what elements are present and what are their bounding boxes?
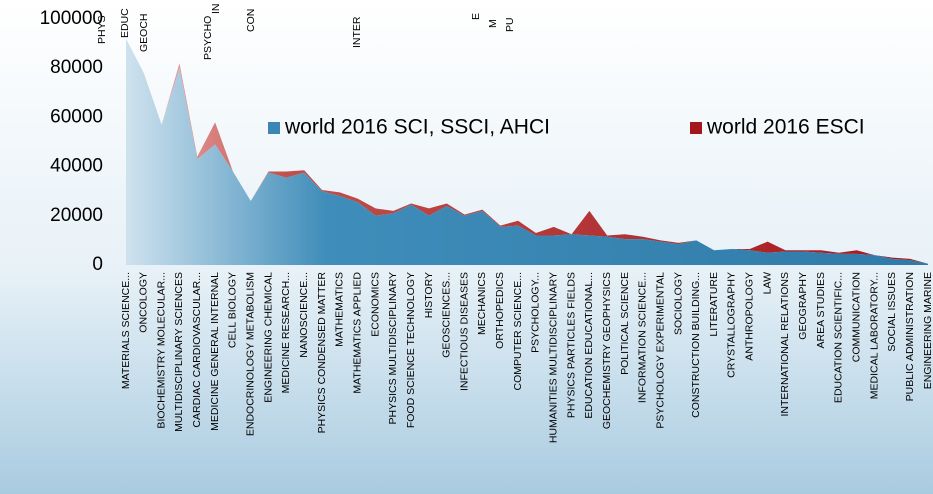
top-label: E — [470, 13, 482, 20]
top-label: PHYS — [96, 15, 108, 44]
x-tick-label: LITERATURE — [708, 272, 720, 337]
top-label: M — [487, 19, 499, 28]
x-tick-label: PHYSICS MULTIDISCIPLINARY — [387, 272, 399, 424]
x-tick-label: CRYSTALLOGRAPHY — [726, 272, 738, 378]
legend-swatch — [690, 122, 702, 134]
x-tick-label: MATERIALS SCIENCE... — [120, 272, 132, 389]
x-tick-label: ENGINEERING CHEMICAL — [262, 272, 274, 403]
x-tick-label: PHYSICS PARTICLES FIELDS — [565, 272, 577, 418]
x-tick-label: COMPUTER SCIENCE... — [512, 272, 524, 390]
x-tick-label: FOOD SCIENCE TECHNOLOGY — [405, 272, 417, 428]
x-tick-label: AREA STUDIES — [815, 272, 827, 348]
x-tick-label: ONCOLOGY — [138, 272, 150, 333]
x-tick-label: SOCIOLOGY — [672, 272, 684, 335]
x-tick-label: GEOCHEMISTRY GEOPHYSICS — [601, 272, 613, 429]
x-tick-label: COMMUNICATION — [850, 272, 862, 362]
x-tick-label: LAW — [761, 272, 773, 294]
x-tick-label: HUMANITIES MULTIDISCIPLINARY — [548, 272, 560, 443]
area-sci — [126, 38, 928, 266]
x-tick-label: CELL BIOLOGY — [227, 272, 239, 348]
top-label: CON — [245, 9, 257, 32]
x-tick-label: HISTORY — [423, 272, 435, 318]
x-tick-label: PSYCHOLOGY... — [530, 272, 542, 353]
top-label: INTER — [351, 16, 363, 48]
x-tick-label: EDUCATION SCIENTIFIC... — [833, 272, 845, 403]
top-label: GEOCH — [138, 13, 150, 52]
x-tick-label: MECHANICS — [476, 272, 488, 335]
top-label: EDUC — [119, 8, 131, 38]
x-tick-label: MEDICINE GENERAL INTERNAL — [209, 272, 221, 431]
x-tick-label: GEOSCIENCES... — [441, 272, 453, 358]
x-tick-label: CONSTRUCTION BUILDING... — [690, 272, 702, 418]
x-tick-label: ANTHROPOLOGY — [744, 272, 756, 361]
x-tick-label: INFECTIOUS DISEASES — [458, 272, 470, 391]
x-tick-label: PSYCHOLOGY EXPERIMENTAL — [654, 272, 666, 429]
y-tick-label: 0 — [92, 254, 103, 275]
x-tick-label: SOCIAL ISSUES — [886, 272, 898, 352]
legend-swatch — [268, 122, 280, 134]
x-tick-label: INFORMATION SCIENCE... — [637, 272, 649, 403]
top-label: IN — [210, 4, 222, 15]
x-tick-label: CARDIAC CARDIOVASCULAR... — [191, 272, 203, 428]
y-tick-label: 100000 — [40, 8, 103, 29]
x-tick-label: MEDICINE RESEARCH... — [280, 272, 292, 393]
x-tick-label: MULTIDISCIPLINARY SCIENCES — [173, 272, 185, 432]
x-tick-label: ENGINEERING MARINE — [922, 272, 933, 389]
x-tick-label: MEDICAL LABORATORY... — [868, 272, 880, 399]
x-tick-label: PUBLIC ADMINISTRATION — [904, 272, 916, 401]
x-tick-label: PHYSICS CONDENSED MATTER — [316, 272, 328, 434]
y-tick-label: 20000 — [50, 205, 103, 226]
x-tick-label: ECONOMICS — [369, 272, 381, 337]
x-tick-label: POLITICAL SCIENCE — [619, 272, 631, 375]
x-tick-label: NANOSCIENCE... — [298, 272, 310, 358]
legend-label: world 2016 ESCI — [706, 116, 865, 139]
x-tick-label: MATHEMATICS APPLIED — [351, 272, 363, 394]
x-tick-label: ORTHOPEDICS — [494, 272, 506, 349]
x-tick-label: EDUCATION EDUCATIONAL... — [583, 272, 595, 419]
legend-label: world 2016 SCI, SSCI, AHCI — [284, 116, 550, 139]
top-label: PSYCHO — [202, 16, 214, 60]
x-tick-label: MATHEMATICS — [334, 272, 346, 347]
x-tick-label: INTERNATIONAL RELATIONS — [779, 272, 791, 417]
x-tick-label: BIOCHEMISTRY MOLECULAR... — [155, 272, 167, 429]
x-tick-label: GEOGRAPHY — [797, 272, 809, 340]
y-tick-label: 40000 — [50, 156, 103, 177]
x-tick-label: ENDOCRINOLOGY METABOLISM — [245, 272, 257, 436]
y-tick-label: 80000 — [50, 57, 103, 78]
top-label: PU — [504, 17, 516, 32]
y-tick-label: 60000 — [50, 106, 103, 127]
